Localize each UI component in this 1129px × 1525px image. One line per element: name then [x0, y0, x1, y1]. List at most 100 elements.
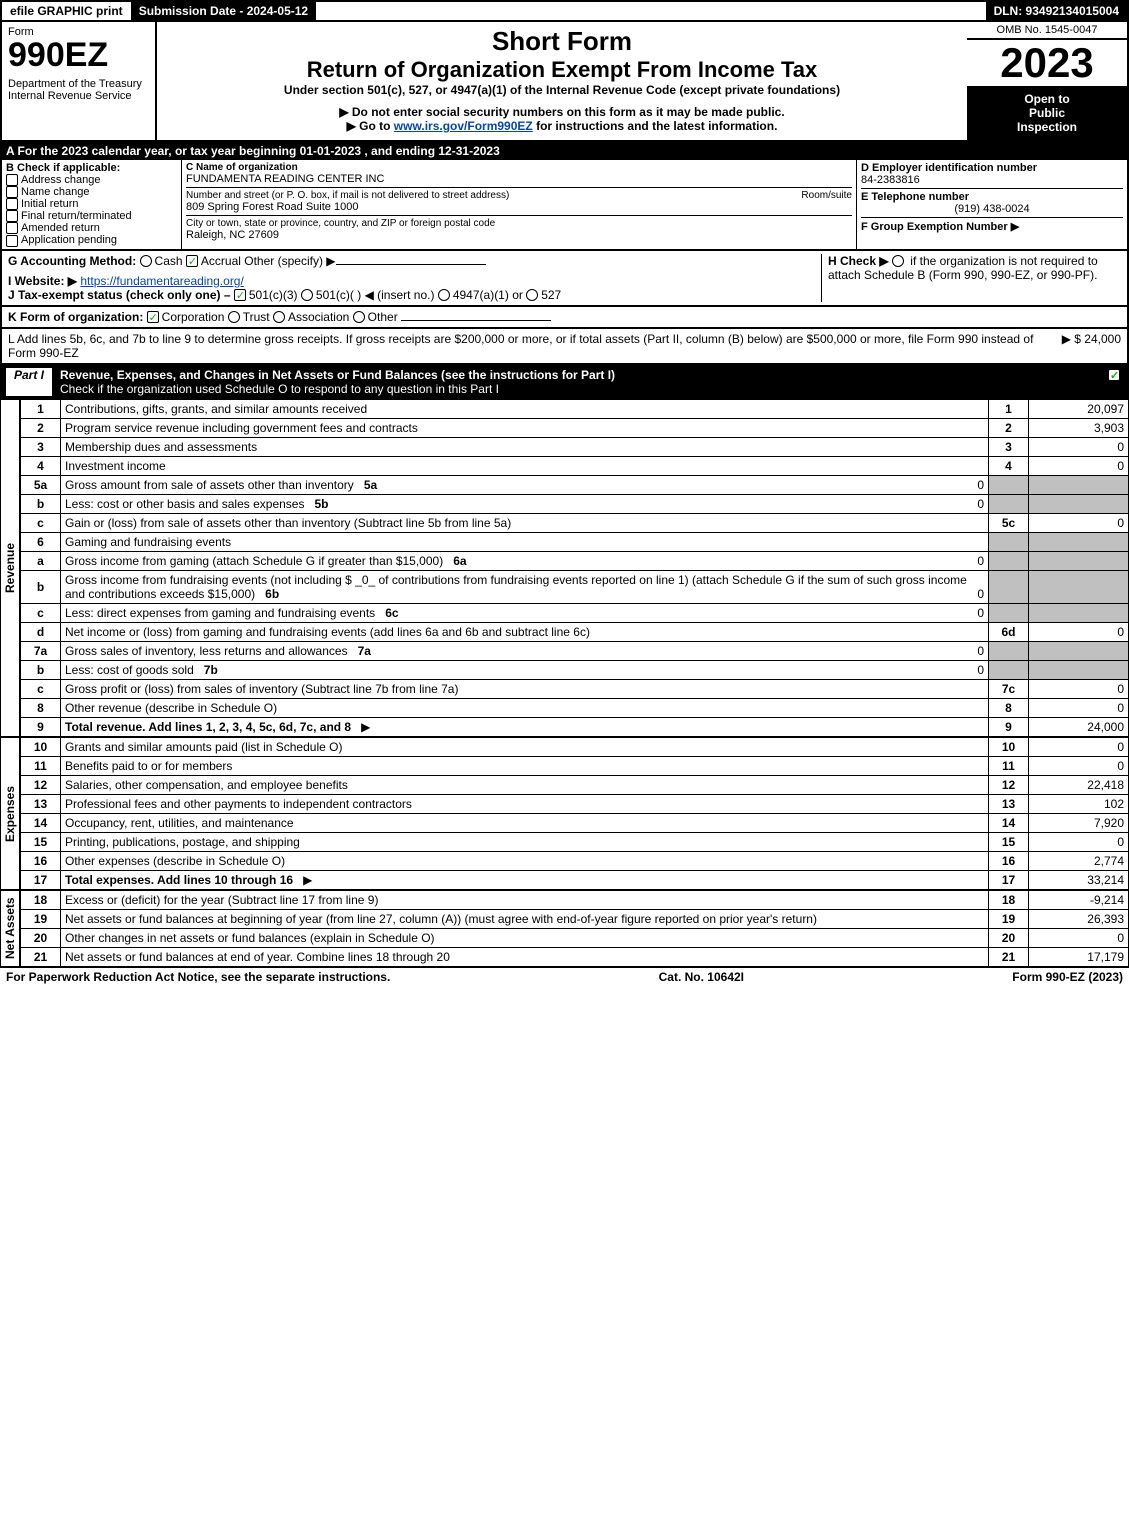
- footer-left: For Paperwork Reduction Act Notice, see …: [6, 970, 390, 984]
- part1-header: Part I Revenue, Expenses, and Changes in…: [0, 365, 1129, 399]
- line-18: 18Excess or (deficit) for the year (Subt…: [21, 890, 1129, 909]
- section-c: C Name of organization FUNDAMENTA READIN…: [182, 160, 857, 249]
- net-assets-label: Net Assets: [0, 890, 20, 967]
- line-16: 16Other expenses (describe in Schedule O…: [21, 851, 1129, 870]
- footer-cat-no: Cat. No. 10642I: [659, 970, 744, 984]
- line-13: 13Professional fees and other payments t…: [21, 794, 1129, 813]
- section-l: L Add lines 5b, 6c, and 7b to line 9 to …: [0, 329, 1129, 365]
- phone-value: (919) 438-0024: [861, 203, 1123, 215]
- dept-line2: Internal Revenue Service: [8, 90, 149, 102]
- ein-value: 84-2383816: [861, 174, 1123, 186]
- open1: Open to: [973, 92, 1121, 106]
- expenses-section: Expenses 10Grants and similar amounts pa…: [0, 737, 1129, 890]
- d-label: D Employer identification number: [861, 162, 1037, 174]
- subtitle-3: ▶ Go to www.irs.gov/Form990EZ for instru…: [165, 119, 959, 133]
- org-city: Raleigh, NC 27609: [186, 229, 852, 241]
- chk-application-pending[interactable]: Application pending: [6, 234, 177, 246]
- chk-amended-return[interactable]: Amended return: [6, 222, 177, 234]
- line-6d: dNet income or (loss) from gaming and fu…: [21, 622, 1129, 641]
- open2: Public: [973, 106, 1121, 120]
- section-k: K Form of organization: Corporation Trus…: [0, 307, 1129, 329]
- top-bar: efile GRAPHIC print Submission Date - 20…: [0, 0, 1129, 22]
- chk-part1-schedule-o[interactable]: [1108, 369, 1120, 381]
- chk-corporation[interactable]: [147, 311, 159, 323]
- expenses-label: Expenses: [0, 737, 20, 890]
- tax-year: 2023: [967, 40, 1127, 86]
- section-def: D Employer identification number 84-2383…: [857, 160, 1127, 249]
- chk-trust[interactable]: [228, 311, 240, 323]
- open3: Inspection: [973, 120, 1121, 134]
- line-3: 3Membership dues and assessments30: [21, 437, 1129, 456]
- form-header: Form 990EZ Department of the Treasury In…: [0, 22, 1129, 142]
- chk-initial-return[interactable]: Initial return: [6, 198, 177, 210]
- section-a: A For the 2023 calendar year, or tax yea…: [0, 142, 1129, 160]
- line-6: 6Gaming and fundraising events: [21, 532, 1129, 551]
- g-other: Other (specify) ▶: [244, 254, 335, 268]
- dln: DLN: 93492134015004: [986, 2, 1127, 20]
- line-5b: bLess: cost or other basis and sales exp…: [21, 494, 1129, 513]
- chk-schedule-b[interactable]: [892, 255, 904, 267]
- title-main: Return of Organization Exempt From Incom…: [165, 57, 959, 83]
- chk-cash[interactable]: [140, 255, 152, 267]
- chk-501c3[interactable]: [234, 289, 246, 301]
- efile-label[interactable]: efile GRAPHIC print: [2, 2, 131, 20]
- revenue-section: Revenue 1Contributions, gifts, grants, a…: [0, 399, 1129, 737]
- submission-date: Submission Date - 2024-05-12: [131, 2, 316, 20]
- line-10: 10Grants and similar amounts paid (list …: [21, 737, 1129, 756]
- chk-accrual[interactable]: [186, 255, 198, 267]
- line-5c: cGain or (loss) from sale of assets othe…: [21, 513, 1129, 532]
- line-5a: 5aGross amount from sale of assets other…: [21, 475, 1129, 494]
- f-label: F Group Exemption Number ▶: [861, 221, 1019, 233]
- j-label: J Tax-exempt status (check only one) –: [8, 288, 234, 302]
- chk-address-change[interactable]: Address change: [6, 174, 177, 186]
- street-label: Number and street (or P. O. box, if mail…: [186, 190, 801, 201]
- chk-association[interactable]: [273, 311, 285, 323]
- net-assets-section: Net Assets 18Excess or (deficit) for the…: [0, 890, 1129, 967]
- sub3-post: for instructions and the latest informat…: [533, 119, 778, 133]
- b-label: B Check if applicable:: [6, 162, 120, 174]
- chk-527[interactable]: [526, 289, 538, 301]
- line-11: 11Benefits paid to or for members110: [21, 756, 1129, 775]
- e-label: E Telephone number: [861, 191, 969, 203]
- chk-other-org[interactable]: [353, 311, 365, 323]
- open-to-public: Open to Public Inspection: [967, 86, 1127, 140]
- i-label: I Website: ▶: [8, 274, 77, 288]
- line-6a: aGross income from gaming (attach Schedu…: [21, 551, 1129, 570]
- line-1: 1Contributions, gifts, grants, and simil…: [21, 399, 1129, 418]
- org-name: FUNDAMENTA READING CENTER INC: [186, 173, 852, 185]
- line-6c: cLess: direct expenses from gaming and f…: [21, 603, 1129, 622]
- sub3-pre: ▶ Go to: [347, 119, 394, 133]
- org-street: 809 Spring Forest Road Suite 1000: [186, 201, 852, 213]
- line-2: 2Program service revenue including gover…: [21, 418, 1129, 437]
- chk-final-return[interactable]: Final return/terminated: [6, 210, 177, 222]
- line-7b: bLess: cost of goods sold 7b 0: [21, 660, 1129, 679]
- website-link[interactable]: https://fundamentareading.org/: [80, 274, 243, 288]
- part1-title: Revenue, Expenses, and Changes in Net As…: [60, 368, 615, 382]
- chk-501c[interactable]: [301, 289, 313, 301]
- line-7a: 7aGross sales of inventory, less returns…: [21, 641, 1129, 660]
- line-21: 21Net assets or fund balances at end of …: [21, 947, 1129, 966]
- chk-name-change[interactable]: Name change: [6, 186, 177, 198]
- line-20: 20Other changes in net assets or fund ba…: [21, 928, 1129, 947]
- l-amount: ▶ $ 24,000: [1062, 332, 1121, 360]
- subtitle-2: ▶ Do not enter social security numbers o…: [165, 105, 959, 119]
- line-14: 14Occupancy, rent, utilities, and mainte…: [21, 813, 1129, 832]
- section-gh: G Accounting Method: Cash Accrual Other …: [0, 251, 1129, 307]
- section-b: B Check if applicable: Address change Na…: [2, 160, 182, 249]
- line-6b: bGross income from fundraising events (n…: [21, 570, 1129, 603]
- room-label: Room/suite: [801, 190, 852, 201]
- omb-number: OMB No. 1545-0047: [967, 22, 1127, 40]
- page-footer: For Paperwork Reduction Act Notice, see …: [0, 967, 1129, 986]
- chk-4947[interactable]: [438, 289, 450, 301]
- other-specify-input[interactable]: [336, 264, 486, 265]
- other-org-input[interactable]: [401, 320, 551, 321]
- line-7c: cGross profit or (loss) from sales of in…: [21, 679, 1129, 698]
- part1-check-text: Check if the organization used Schedule …: [60, 382, 499, 396]
- line-19: 19Net assets or fund balances at beginni…: [21, 909, 1129, 928]
- l-text: L Add lines 5b, 6c, and 7b to line 9 to …: [8, 332, 1062, 360]
- irs-link[interactable]: www.irs.gov/Form990EZ: [394, 119, 533, 133]
- line-17: 17Total expenses. Add lines 10 through 1…: [21, 870, 1129, 889]
- k-label: K Form of organization:: [8, 310, 143, 324]
- info-grid: B Check if applicable: Address change Na…: [0, 160, 1129, 251]
- line-15: 15Printing, publications, postage, and s…: [21, 832, 1129, 851]
